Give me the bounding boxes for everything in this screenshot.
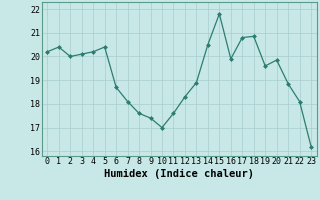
X-axis label: Humidex (Indice chaleur): Humidex (Indice chaleur) <box>104 169 254 179</box>
